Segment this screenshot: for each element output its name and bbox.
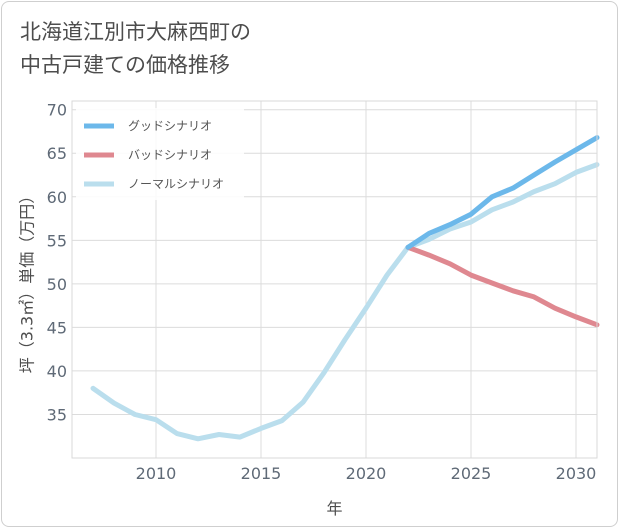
x-tick-label: 2025 [451,464,492,483]
legend-label: ノーマルシナリオ [128,177,224,191]
chart-title: 北海道江別市大麻西町の 中古戸建ての価格推移 [20,16,440,82]
legend-label: バッドシナリオ [128,148,212,162]
y-tick-label: 50 [47,275,67,294]
chart-title-line-1: 北海道江別市大麻西町の [20,20,251,44]
series-line-2 [405,244,600,328]
x-axis-label: 年 [326,499,342,518]
x-tick-label: 2015 [241,464,282,483]
series-line-3 [90,162,600,442]
legend-label: グッドシナリオ [128,119,212,133]
y-tick-label: 70 [47,101,67,120]
y-tick-label: 65 [47,144,67,163]
y-tick-label: 55 [47,231,67,250]
x-tick-label: 2010 [136,464,177,483]
y-tick-label: 60 [47,188,67,207]
axis-ticks: 2010 2015 2020 2025 2030 35 40 45 50 55 60 65 70 [47,101,597,483]
y-tick-label: 40 [47,362,67,381]
x-tick-label: 2030 [556,464,597,483]
x-tick-label: 2020 [346,464,387,483]
y-axis-label: 坪（3.3㎡）単価（万円） [18,188,37,373]
plot-area-border [71,100,598,459]
chart-title-line-2: 中古戸建ての価格推移 [20,53,230,77]
grid [72,101,597,458]
y-tick-label: 45 [47,318,67,337]
series-line-1 [405,135,600,250]
y-tick-label: 35 [47,405,67,424]
series-lines [90,135,600,442]
